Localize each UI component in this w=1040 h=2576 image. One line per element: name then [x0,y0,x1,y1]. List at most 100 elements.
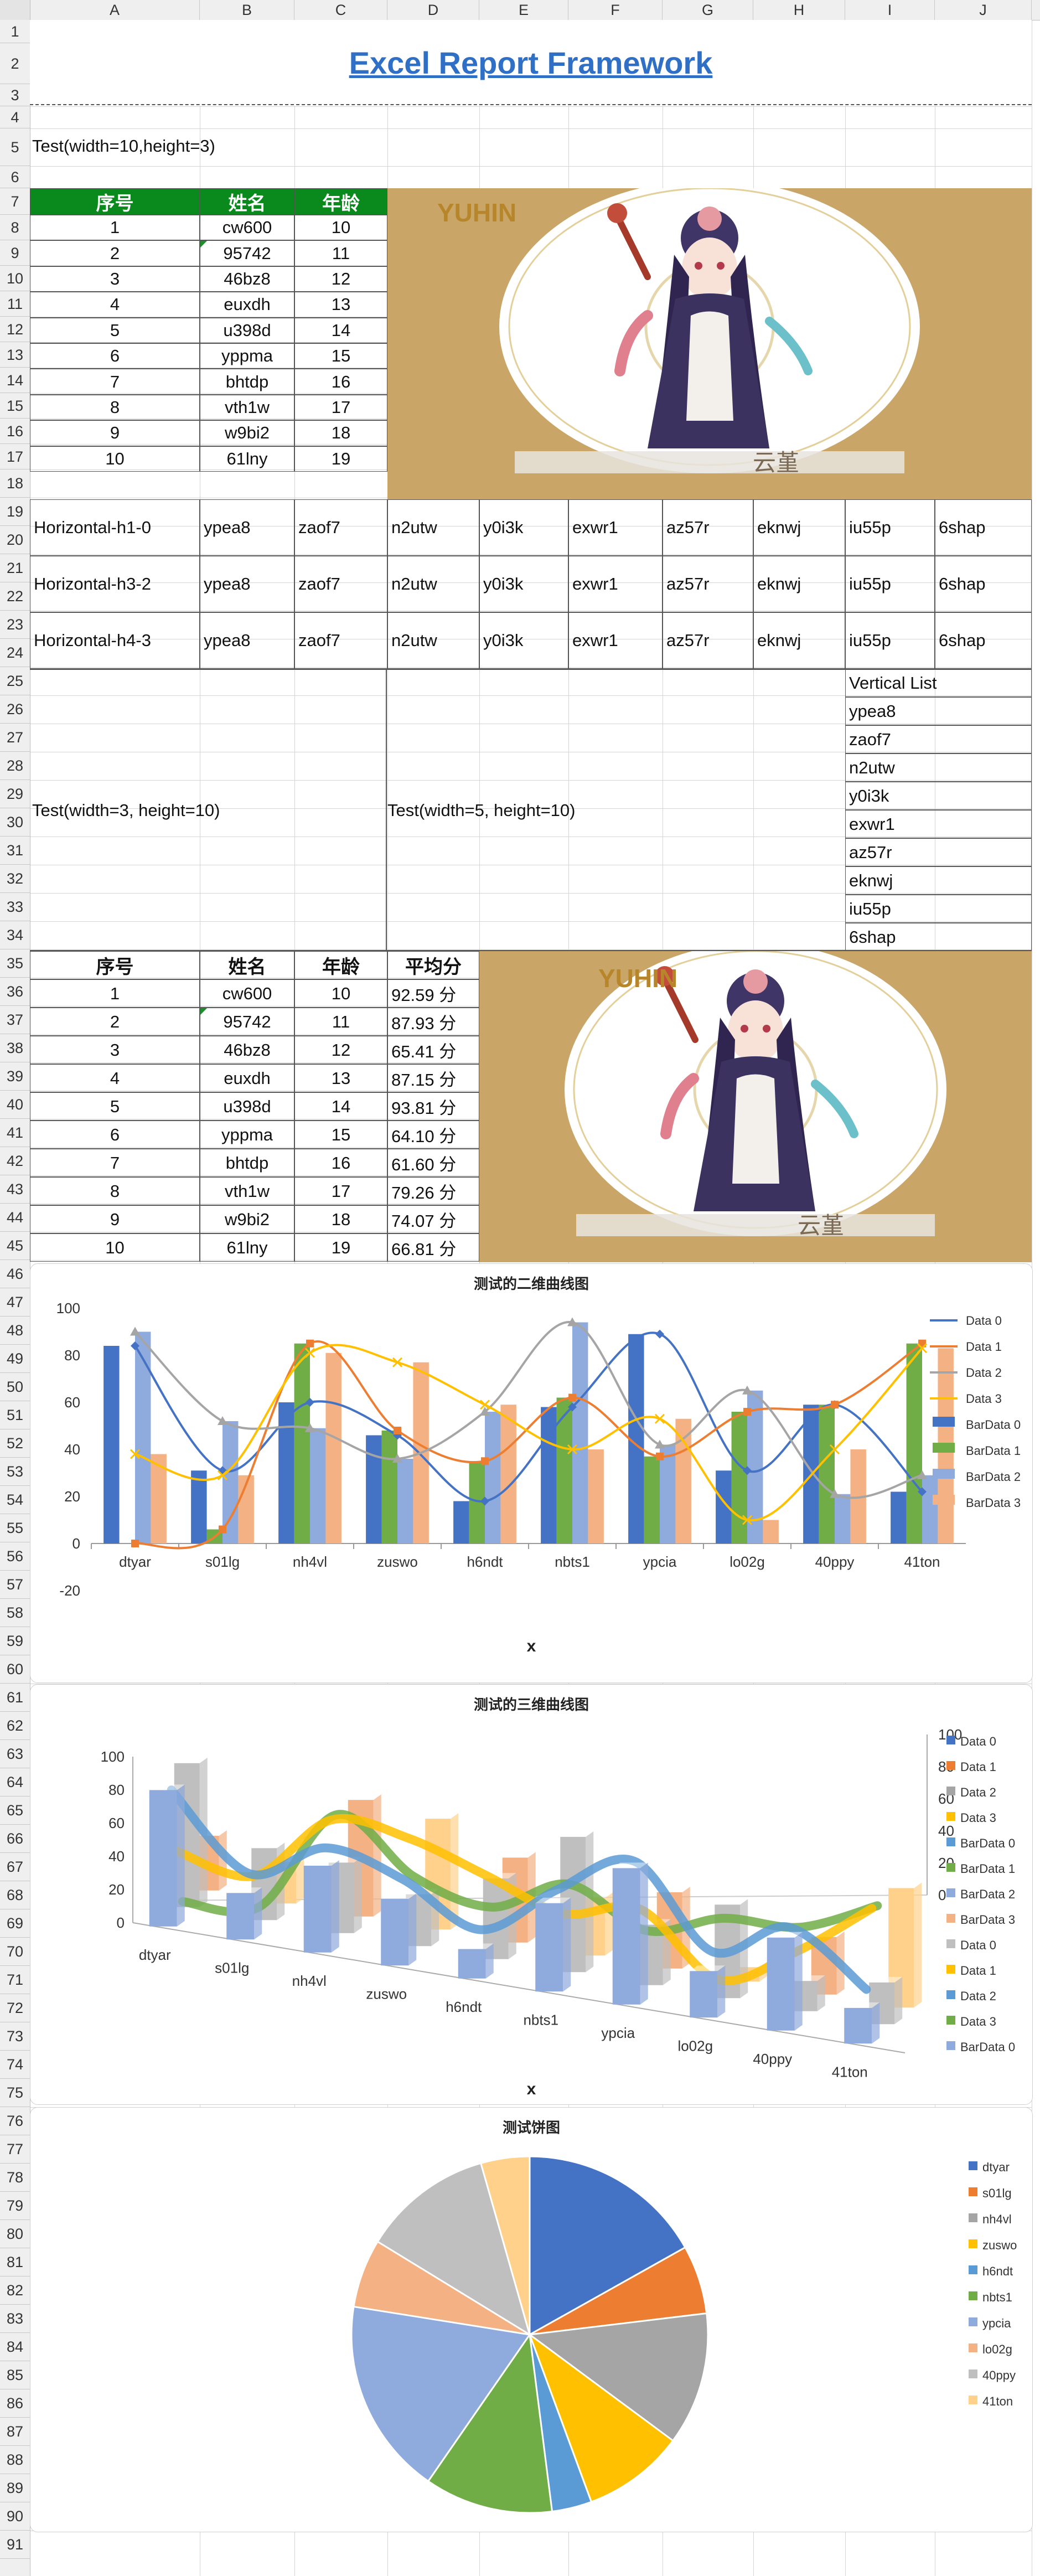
row-header-24[interactable]: 24 [0,639,30,667]
horizontal-value[interactable]: eknwj [753,556,845,612]
horizontal-value[interactable]: exwr1 [568,612,663,669]
vertical-list-item[interactable]: eknwj [845,866,1032,895]
horizontal-value[interactable]: 6shap [935,499,1032,556]
table1-cell[interactable]: 11 [294,240,387,266]
vertical-list-item[interactable]: y0i3k [845,782,1032,810]
table2-cell[interactable]: 93.81 分 [387,1092,479,1121]
row-header-2[interactable]: 2 [0,43,30,84]
table2-cell[interactable]: 6 [30,1121,200,1149]
vertical-list-item[interactable]: exwr1 [845,810,1032,838]
table2-cell[interactable]: 10 [294,979,387,1008]
row-header-78[interactable]: 78 [0,2164,30,2192]
row-header-45[interactable]: 45 [0,1232,30,1260]
horizontal-label[interactable]: Horizontal-h3-2 [30,556,200,612]
horizontal-value[interactable]: iu55p [845,499,935,556]
row-header-69[interactable]: 69 [0,1909,30,1938]
row-header-85[interactable]: 85 [0,2361,30,2389]
row-header-6[interactable]: 6 [0,166,30,188]
row-header-56[interactable]: 56 [0,1542,30,1571]
row-header-58[interactable]: 58 [0,1599,30,1627]
row-header-64[interactable]: 64 [0,1768,30,1797]
row-header-3[interactable]: 3 [0,84,30,106]
horizontal-value[interactable]: 6shap [935,556,1032,612]
table1-cell[interactable]: 5 [30,317,200,343]
row-header-5[interactable]: 5 [0,128,30,166]
table1-header-0[interactable]: 序号 [30,188,200,215]
table2-cell[interactable]: 5 [30,1092,200,1121]
horizontal-value[interactable]: ypea8 [200,556,294,612]
table1-cell[interactable]: bhtdp [200,369,294,395]
table2-cell[interactable]: 1 [30,979,200,1008]
row-header-29[interactable]: 29 [0,780,30,808]
horizontal-value[interactable]: iu55p [845,612,935,669]
row-header-51[interactable]: 51 [0,1401,30,1429]
row-header-87[interactable]: 87 [0,2418,30,2446]
table1-header-2[interactable]: 年龄 [294,188,387,215]
table2-cell[interactable]: 92.59 分 [387,979,479,1008]
table1-cell[interactable]: w9bi2 [200,420,294,446]
row-header-90[interactable]: 90 [0,2502,30,2531]
table1-cell[interactable]: 15 [294,343,387,369]
table1-cell[interactable]: 17 [294,394,387,421]
row-header-43[interactable]: 43 [0,1175,30,1204]
row-header-46[interactable]: 46 [0,1260,30,1288]
table2-cell[interactable]: cw600 [200,979,294,1008]
horizontal-value[interactable]: az57r [663,499,753,556]
vertical-list-title[interactable]: Vertical List [845,669,1032,697]
table1-cell[interactable]: 10 [294,215,387,241]
vertical-list-item[interactable]: n2utw [845,753,1032,782]
row-header-17[interactable]: 17 [0,444,30,469]
row-header-70[interactable]: 70 [0,1938,30,1966]
horizontal-value[interactable]: iu55p [845,556,935,612]
row-header-23[interactable]: 23 [0,611,30,639]
row-header-77[interactable]: 77 [0,2135,30,2164]
row-header-38[interactable]: 38 [0,1034,30,1062]
column-header-d[interactable]: D [387,0,479,20]
table2-cell[interactable]: 79.26 分 [387,1177,479,1205]
row-header-26[interactable]: 26 [0,695,30,724]
row-header-76[interactable]: 76 [0,2107,30,2135]
row-header-27[interactable]: 27 [0,724,30,752]
table1-cell[interactable]: 4 [30,292,200,318]
table1-cell[interactable]: cw600 [200,215,294,241]
horizontal-value[interactable]: y0i3k [479,612,568,669]
table2-cell[interactable]: 16 [294,1149,387,1177]
table2-cell[interactable]: w9bi2 [200,1205,294,1233]
row-header-59[interactable]: 59 [0,1627,30,1655]
vertical-list-item[interactable]: 6shap [845,923,1032,951]
horizontal-value[interactable]: n2utw [387,499,479,556]
row-header-18[interactable]: 18 [0,469,30,498]
row-header-72[interactable]: 72 [0,1994,30,2022]
row-header-31[interactable]: 31 [0,837,30,865]
table1-cell[interactable]: 8 [30,394,200,421]
row-header-13[interactable]: 13 [0,342,30,368]
table2-cell[interactable]: 19 [294,1233,387,1262]
row-header-12[interactable]: 12 [0,317,30,342]
table2-cell[interactable]: 61.60 分 [387,1149,479,1177]
row-header-86[interactable]: 86 [0,2389,30,2418]
table2-cell[interactable]: 13 [294,1064,387,1092]
row-header-54[interactable]: 54 [0,1486,30,1514]
table2-cell[interactable]: bhtdp [200,1149,294,1177]
row-header-20[interactable]: 20 [0,526,30,554]
row-header-50[interactable]: 50 [0,1373,30,1401]
column-header-g[interactable]: G [663,0,753,20]
row-header-73[interactable]: 73 [0,2022,30,2051]
table2-cell[interactable]: 18 [294,1205,387,1233]
horizontal-value[interactable]: az57r [663,556,753,612]
vertical-list-item[interactable]: zaof7 [845,725,1032,753]
row-header-4[interactable]: 4 [0,106,30,128]
test-small-label[interactable]: Test(width=10,height=3) [32,136,215,156]
row-header-57[interactable]: 57 [0,1571,30,1599]
row-header-42[interactable]: 42 [0,1147,30,1175]
horizontal-value[interactable]: ypea8 [200,612,294,669]
row-header-67[interactable]: 67 [0,1853,30,1881]
horizontal-label[interactable]: Horizontal-h4-3 [30,612,200,669]
table1-cell[interactable]: 10 [30,446,200,472]
table2-cell[interactable]: 12 [294,1036,387,1064]
horizontal-value[interactable]: zaof7 [294,556,387,612]
row-header-10[interactable]: 10 [0,266,30,291]
row-header-63[interactable]: 63 [0,1740,30,1768]
row-header-1[interactable]: 1 [0,20,30,43]
